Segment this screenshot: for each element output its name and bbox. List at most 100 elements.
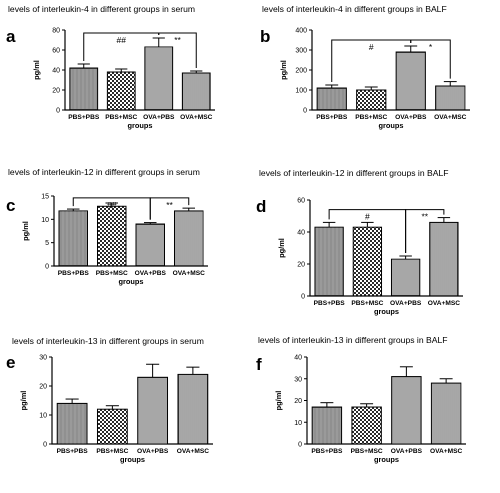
chart-svg-b: levels of interleukin-4 in different gro… bbox=[260, 4, 470, 130]
x-tick-label: PBS+PBS bbox=[58, 270, 90, 277]
panel-letter: d bbox=[256, 197, 266, 216]
significance-label: * bbox=[429, 42, 433, 52]
x-tick-label: PBS+PBS bbox=[68, 114, 100, 121]
x-tick-label: PBS+PBS bbox=[311, 448, 343, 455]
significance-label: ** bbox=[421, 212, 428, 222]
bar-ova-msc bbox=[435, 85, 466, 111]
x-axis-label: groups bbox=[378, 121, 403, 130]
x-axis-label: groups bbox=[127, 121, 152, 130]
bar-pbs-msc bbox=[356, 89, 387, 111]
y-tick-label: 80 bbox=[52, 28, 60, 35]
y-tick-label: 40 bbox=[52, 68, 60, 75]
axis-lines bbox=[309, 200, 463, 297]
x-tick-label: OVA+PBS bbox=[395, 114, 427, 121]
bar-ova-msc bbox=[429, 221, 459, 297]
axis-lines bbox=[306, 357, 466, 445]
bar-ova-pbs bbox=[390, 258, 421, 297]
x-tick-label: PBS+MSC bbox=[105, 114, 137, 121]
x-tick-label: OVA+MSC bbox=[177, 448, 210, 455]
x-tick-label: OVA+MSC bbox=[173, 270, 206, 277]
significance-label: ## bbox=[107, 200, 117, 210]
axis-lines bbox=[51, 357, 213, 445]
bar-ova-pbs bbox=[395, 51, 426, 111]
chart-title: levels of interleukin-13 in different gr… bbox=[12, 336, 204, 346]
significance-label: ## bbox=[117, 35, 127, 45]
x-tick-label: OVA+PBS bbox=[390, 300, 422, 307]
axis-lines bbox=[311, 30, 470, 111]
bar-pbs-msc bbox=[96, 408, 128, 445]
y-tick-label: 20 bbox=[52, 88, 60, 95]
x-axis-label: groups bbox=[374, 307, 399, 316]
x-tick-label: PBS+MSC bbox=[351, 448, 383, 455]
y-axis-label: pg/ml bbox=[279, 60, 288, 80]
y-axis-label: pg/ml bbox=[277, 238, 286, 258]
y-tick-label: 40 bbox=[294, 355, 302, 362]
x-tick-label: OVA+PBS bbox=[137, 448, 169, 455]
bar-ova-msc bbox=[174, 210, 204, 267]
bar-pbs-pbs bbox=[58, 210, 88, 267]
y-tick-label: 0 bbox=[43, 442, 47, 449]
y-tick-label: 15 bbox=[41, 194, 49, 201]
panel-letter: c bbox=[6, 196, 15, 215]
bar-pbs-msc bbox=[352, 226, 383, 297]
x-tick-label: OVA+PBS bbox=[143, 114, 175, 121]
bar-ova-pbs bbox=[144, 46, 174, 111]
panel-letter: f bbox=[256, 355, 262, 374]
bar-pbs-pbs bbox=[311, 406, 343, 445]
x-tick-label: PBS+PBS bbox=[316, 114, 348, 121]
y-tick-label: 10 bbox=[39, 413, 47, 420]
chart-title: levels of interleukin-4 in different gro… bbox=[8, 4, 195, 14]
y-tick-label: 20 bbox=[294, 398, 302, 405]
chart-panel-f: levels of interleukin-13 in different gr… bbox=[250, 329, 500, 493]
y-axis-label: pg/ml bbox=[32, 60, 41, 80]
y-tick-label: 30 bbox=[39, 355, 47, 362]
chart-title: levels of interleukin-12 in different gr… bbox=[259, 168, 449, 178]
y-tick-label: 0 bbox=[56, 108, 60, 115]
axis-lines bbox=[64, 30, 215, 111]
significance-label: ** bbox=[174, 35, 181, 45]
y-tick-label: 300 bbox=[295, 48, 307, 55]
chart-title: levels of interleukin-12 in different gr… bbox=[8, 167, 200, 177]
bar-ova-pbs bbox=[137, 376, 169, 445]
chart-title: levels of interleukin-4 in different gro… bbox=[262, 4, 447, 14]
x-tick-label: PBS+MSC bbox=[96, 270, 128, 277]
significance-label: ** bbox=[166, 200, 173, 210]
y-axis-label: pg/ml bbox=[274, 391, 283, 411]
y-tick-label: 20 bbox=[297, 262, 305, 269]
y-axis-label: pg/ml bbox=[21, 221, 30, 241]
y-tick-label: 0 bbox=[301, 294, 305, 301]
chart-panel-d: levels of interleukin-12 in different gr… bbox=[250, 164, 500, 328]
bar-ova-pbs bbox=[391, 376, 422, 445]
x-tick-label: OVA+MSC bbox=[434, 114, 467, 121]
axis-lines bbox=[53, 196, 208, 267]
x-tick-label: OVA+MSC bbox=[428, 300, 461, 307]
chart-svg-f: levels of interleukin-13 in different gr… bbox=[256, 335, 466, 464]
chart-svg-d: levels of interleukin-12 in different gr… bbox=[256, 168, 463, 316]
y-tick-label: 0 bbox=[45, 264, 49, 271]
x-axis-label: groups bbox=[118, 277, 143, 286]
y-tick-label: 20 bbox=[39, 384, 47, 391]
panel-letter: a bbox=[6, 27, 16, 46]
bar-pbs-pbs bbox=[69, 67, 99, 111]
x-tick-label: PBS+MSC bbox=[355, 114, 387, 121]
panel-letter: e bbox=[6, 353, 15, 372]
chart-svg-c: levels of interleukin-12 in different gr… bbox=[6, 167, 208, 286]
significance-label: # bbox=[365, 212, 370, 222]
y-axis-label: pg/ml bbox=[19, 391, 28, 411]
chart-panel-c: levels of interleukin-12 in different gr… bbox=[0, 164, 250, 328]
y-tick-label: 0 bbox=[303, 108, 307, 115]
x-axis-label: groups bbox=[374, 455, 399, 464]
chart-svg-a: levels of interleukin-4 in different gro… bbox=[6, 4, 215, 130]
x-tick-label: OVA+MSC bbox=[430, 448, 463, 455]
y-tick-label: 0 bbox=[298, 442, 302, 449]
y-tick-label: 30 bbox=[294, 376, 302, 383]
significance-bracket bbox=[410, 39, 451, 79]
bar-ova-msc bbox=[181, 72, 211, 111]
bar-pbs-msc bbox=[106, 71, 136, 111]
x-tick-label: OVA+PBS bbox=[391, 448, 423, 455]
x-tick-label: PBS+MSC bbox=[96, 448, 128, 455]
y-tick-label: 400 bbox=[295, 28, 307, 35]
chart-title: levels of interleukin-13 in different gr… bbox=[258, 335, 448, 345]
panel-letter: b bbox=[260, 27, 270, 46]
bar-ova-pbs bbox=[135, 223, 165, 267]
